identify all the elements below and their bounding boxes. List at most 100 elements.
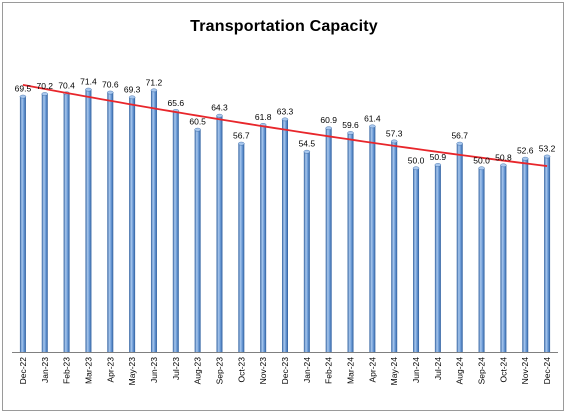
x-tick-label-Feb-24: Feb-24 [324,357,334,384]
value-label-Nov-24: 52.6 [517,146,534,156]
x-tick-label-Nov-24: Nov-24 [520,357,530,385]
bar-cap-Jan-24 [303,149,311,154]
x-tick-label-Jul-23: Jul-23 [171,357,181,380]
bar-cap-Mar-24 [347,131,354,135]
value-label-Feb-24: 60.9 [320,115,337,125]
bar-Jul-24 [434,164,441,352]
bar-cap-Oct-24 [500,163,507,168]
bar-Dec-22 [19,96,26,352]
value-label-May-23: 69.3 [124,84,141,94]
bar-cap-Sep-23 [216,113,223,118]
value-label-Jun-24: 50.0 [408,155,425,165]
x-tick-label-Mar-23: Mar-23 [83,357,93,384]
bars-layer [19,87,551,353]
chart-title: Transportation Capacity [190,18,378,35]
value-labels-layer: 69.5 70.2 70.4 71.4 70.6 69.3 71.2 65.6 60.5 64.3… [15,77,556,166]
value-label-Aug-24: 56.7 [451,131,468,141]
x-tick-label-Oct-24: Oct-24 [498,357,508,383]
bar-Dec-24 [544,156,551,352]
trend-line [22,84,548,167]
bar-Sep-23 [216,115,223,352]
bar-cap-Dec-23 [281,117,289,122]
bar-cap-Apr-24 [369,124,376,129]
value-label-Oct-24: 50.8 [495,152,512,162]
x-tick-label-Sep-23: Sep-23 [214,357,224,385]
x-tick-label-Oct-23: Oct-23 [236,357,246,383]
bar-Sep-24 [478,168,485,352]
bar-Feb-23 [63,93,70,352]
value-label-Nov-23: 61.8 [255,112,272,122]
x-tick-label-Nov-23: Nov-23 [258,357,268,385]
trend-layer [22,84,548,167]
bar-Aug-24 [456,143,463,352]
x-tick-label-Dec-24: Dec-24 [542,357,552,385]
x-tick-label-Aug-23: Aug-23 [193,357,203,385]
value-label-Feb-23: 70.4 [58,80,75,90]
bar-cap-May-23 [128,95,136,100]
x-tick-label-Dec-23: Dec-23 [280,357,290,385]
bar-cap-Jun-23 [150,88,158,93]
value-label-Jul-23: 65.6 [168,98,185,108]
bar-Mar-24 [347,132,354,352]
bar-cap-May-24 [391,139,398,144]
bar-Jan-24 [303,151,310,352]
bar-cap-Jun-24 [412,166,420,171]
value-label-Oct-23: 56.7 [233,131,250,141]
x-tick-labels-layer: Dec-22 Jan-23 Feb-23 Mar-23 Apr-23 May-23 Jun-… [18,357,552,386]
value-label-Dec-24: 53.2 [539,143,556,153]
value-label-Dec-23: 63.3 [277,106,294,116]
bar-cap-Aug-23 [194,127,201,132]
value-label-Apr-24: 61.4 [364,113,381,123]
x-tick-label-May-23: May-23 [127,357,137,386]
bar-Aug-23 [194,129,201,352]
value-label-Jan-24: 54.5 [299,139,316,149]
x-tick-label-Jan-24: Jan-24 [302,357,312,383]
value-label-Apr-23: 70.6 [102,80,119,90]
x-tick-label-Jul-24: Jul-24 [433,357,443,380]
bar-cap-Dec-24 [543,154,551,159]
bar-cap-Dec-22 [19,94,27,99]
bar-Apr-23 [107,92,114,353]
x-tick-label-Apr-24: Apr-24 [367,357,377,383]
x-tick-label-Sep-24: Sep-24 [477,357,487,385]
bar-Nov-24 [522,158,529,352]
x-tick-label-Apr-23: Apr-23 [105,357,115,383]
bar-Jun-23 [150,90,157,352]
value-label-Mar-24: 59.6 [342,120,359,130]
bar-Apr-24 [369,126,376,352]
bar-cap-Feb-24 [325,126,332,130]
x-tick-label-Aug-24: Aug-24 [455,357,465,385]
x-tick-label-Jun-23: Jun-23 [149,357,159,383]
bar-Jan-23 [41,94,48,352]
bar-May-24 [391,141,398,352]
bar-Oct-24 [500,165,507,352]
bar-cap-Oct-23 [238,141,245,146]
value-label-Jan-23: 70.2 [36,81,53,91]
bar-Mar-23 [85,89,92,353]
bar-cap-Apr-23 [107,90,114,95]
value-label-Jul-24: 50.9 [430,152,447,162]
bar-Feb-24 [325,128,332,352]
value-label-May-24: 57.3 [386,128,403,138]
bar-May-23 [129,97,136,352]
value-label-Sep-24: 50.0 [473,155,490,165]
bar-cap-Jan-23 [41,92,48,96]
bar-Jun-24 [413,168,420,352]
value-label-Sep-23: 64.3 [211,103,228,113]
bar-Nov-23 [260,124,267,352]
bar-cap-Mar-23 [85,87,92,92]
bar-Jul-23 [172,110,179,352]
value-label-Jun-23: 71.2 [146,77,163,87]
bar-cap-Aug-24 [456,141,463,146]
bar-Dec-23 [282,119,288,353]
bar-cap-Jul-24 [434,163,442,167]
x-tick-label-Mar-24: Mar-24 [346,357,356,384]
bar-Oct-23 [238,143,245,352]
value-label-Aug-23: 60.5 [189,117,206,127]
bar-cap-Nov-24 [522,156,529,161]
x-tick-label-Jan-23: Jan-23 [40,357,50,383]
x-tick-label-May-24: May-24 [389,357,399,386]
x-tick-label-Jun-24: Jun-24 [411,357,421,383]
x-tick-label-Dec-22: Dec-22 [18,357,28,385]
